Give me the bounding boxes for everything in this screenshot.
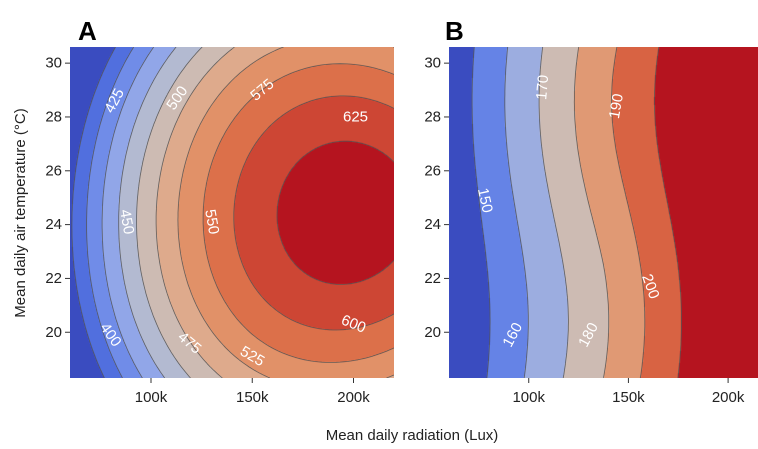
y-tick-label: 28 (45, 108, 62, 125)
panel-b-y-axis: 20 22 24 26 28 30 (424, 55, 449, 341)
y-tick-label: 22 (424, 270, 441, 287)
x-axis-title: Mean daily radiation (Lux) (326, 427, 499, 444)
panel-b-x-axis: 100k 150k 200k (512, 378, 745, 406)
x-tick-label: 150k (236, 389, 269, 406)
panel-a-y-axis: 20 22 24 26 28 30 (45, 55, 70, 341)
panel-b-letter: B (445, 16, 464, 46)
y-tick-label: 24 (45, 216, 62, 233)
contour-line-600 (233, 95, 394, 331)
panel-a-contour-lines (71, 47, 394, 378)
contour-line-625 (276, 140, 394, 285)
y-tick-label: 30 (45, 55, 62, 72)
panel-a-x-axis: 100k 150k 200k (135, 378, 370, 406)
x-tick-label: 100k (135, 389, 168, 406)
contour-line-425 (86, 47, 135, 378)
contour-label: 170 (533, 74, 552, 100)
panel-b-heatmap (449, 47, 758, 378)
contour-label: 625 (343, 108, 368, 125)
y-axis-title: Mean daily air temperature (°C) (12, 108, 29, 317)
panel-b-contour-lines (471, 47, 682, 378)
contour-label: 150 (474, 186, 496, 214)
contour-line-200 (654, 47, 682, 378)
y-tick-label: 22 (45, 270, 62, 287)
panel-a-letter: A (78, 16, 97, 46)
contour-label: 550 (201, 208, 222, 236)
y-tick-label: 20 (45, 324, 62, 341)
contour-line-400 (71, 47, 116, 378)
y-tick-label: 26 (45, 162, 62, 179)
x-tick-label: 200k (712, 389, 745, 406)
contour-line-170 (538, 47, 569, 378)
contour-line-190 (611, 47, 646, 378)
y-tick-label: 20 (424, 324, 441, 341)
contour-line-575 (202, 63, 394, 363)
y-tick-label: 30 (424, 55, 441, 72)
contour-line-500 (136, 47, 203, 378)
contour-line-150 (471, 47, 491, 378)
contour-line-475 (118, 47, 177, 378)
contour-line-180 (573, 47, 610, 378)
contour-line-550 (177, 47, 394, 378)
x-tick-label: 150k (612, 389, 645, 406)
contour-label: 190 (606, 92, 627, 120)
x-tick-label: 100k (512, 389, 545, 406)
y-tick-label: 28 (424, 108, 441, 125)
contour-line-525 (155, 47, 235, 378)
y-tick-label: 26 (424, 162, 441, 179)
contour-label: 450 (116, 208, 137, 236)
contour-line-160 (504, 47, 529, 378)
contour-line-450 (101, 47, 155, 378)
x-tick-label: 200k (337, 389, 370, 406)
y-tick-label: 24 (424, 216, 441, 233)
